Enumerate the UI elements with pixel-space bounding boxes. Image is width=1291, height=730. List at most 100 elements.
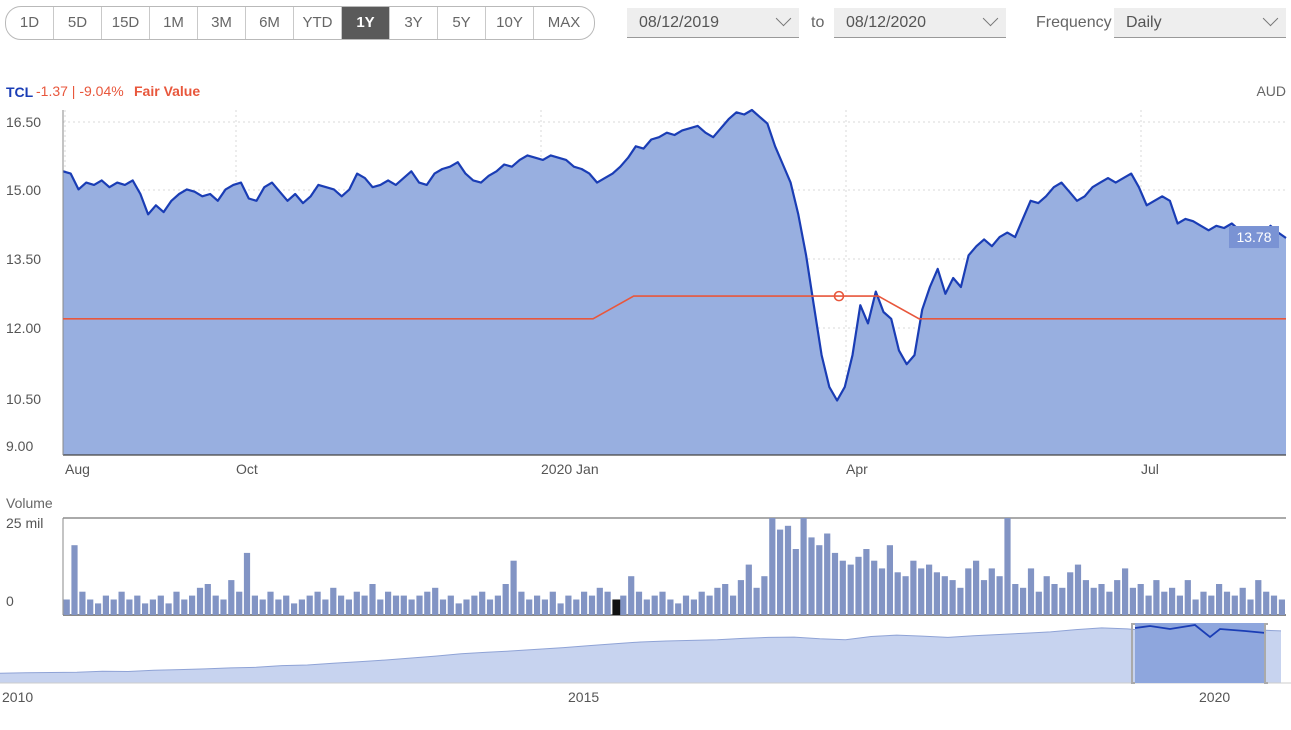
volume-bar [918, 568, 925, 615]
volume-bar [549, 591, 556, 615]
volume-bar [63, 599, 70, 615]
volume-bar [620, 595, 627, 615]
range-button-6m[interactable]: 6M [246, 7, 294, 39]
volume-bar [824, 533, 831, 615]
y-tick-label: 10.50 [6, 391, 41, 407]
volume-bar [165, 603, 172, 615]
navigator-handle[interactable] [1264, 623, 1268, 684]
price-area [62, 108, 1287, 456]
volume-bar [353, 591, 360, 615]
volume-bar [95, 603, 102, 615]
volume-bar [361, 595, 368, 615]
volume-bar [730, 595, 737, 615]
volume-bar [659, 591, 666, 615]
x-tick-label: 2020 Jan [541, 461, 599, 477]
price-line [62, 108, 1287, 402]
date-from-select[interactable]: 08/12/2019 [627, 8, 799, 38]
range-button-15d[interactable]: 15D [102, 7, 150, 39]
volume-bar [1027, 568, 1035, 615]
range-button-1d[interactable]: 1D [6, 7, 54, 39]
volume-bar [71, 545, 78, 615]
range-button-max[interactable]: MAX [547, 14, 581, 31]
volume-bar [949, 580, 956, 615]
range-button-5y[interactable]: 5Y [438, 7, 486, 39]
volume-bar [1020, 587, 1027, 615]
volume-bar [283, 595, 290, 615]
volume-bar [236, 591, 243, 615]
volume-bar [635, 591, 643, 615]
range-button-1y[interactable]: 1Y [342, 7, 390, 39]
volume-bar [761, 576, 768, 615]
volume-bar [479, 591, 486, 615]
fair-value-line [63, 295, 1286, 320]
volume-bar [510, 560, 517, 615]
range-button-1m[interactable]: 1M [150, 7, 198, 39]
date-from-value: 08/12/2019 [639, 14, 720, 31]
volume-bar [267, 591, 274, 615]
volume-bar [1223, 591, 1231, 615]
volume-tick-label: 0 [6, 593, 14, 609]
range-button-5d[interactable]: 5D [54, 7, 102, 39]
volume-bar [463, 599, 470, 615]
volume-bar [1067, 572, 1074, 615]
volume-bar [228, 580, 235, 615]
volume-bar [212, 595, 219, 615]
frequency-select[interactable]: Daily [1114, 8, 1286, 38]
range-button-ytd[interactable]: YTD [294, 7, 342, 39]
range-button-3y[interactable]: 3Y [390, 7, 438, 39]
volume-bar [291, 603, 298, 615]
volume-bar [1051, 584, 1058, 615]
volume-bar [588, 595, 596, 615]
volume-bars [62, 517, 1286, 616]
volume-bar [1263, 591, 1270, 615]
volume-bar [878, 568, 886, 615]
volume-bar [573, 599, 580, 615]
volume-bar [400, 595, 407, 615]
volume-bar [1059, 587, 1066, 615]
navigator[interactable] [0, 623, 1291, 684]
navigator-tick-label: 2020 [1199, 689, 1230, 705]
volume-bar [134, 595, 141, 615]
volume-bar [345, 599, 352, 615]
volume-bar [502, 584, 509, 615]
volume-bar [1169, 587, 1176, 615]
volume-bar [455, 603, 462, 615]
price-chart[interactable]: TCL -1.37 | -9.04% Fair Value AUD Volume… [0, 44, 1291, 730]
volume-bar [1270, 595, 1278, 615]
last-price-label: 13.78 [1236, 229, 1271, 245]
price-area-fill [63, 110, 1286, 455]
legend-change: -1.37 | -9.04% [36, 83, 124, 99]
navigator-selected-range[interactable] [1135, 623, 1266, 683]
chevron-down-icon [1262, 10, 1279, 27]
volume-bar [1098, 584, 1105, 615]
y-tick-label: 9.00 [6, 438, 33, 454]
volume-bar [682, 595, 690, 615]
volume-bar [149, 599, 156, 615]
volume-bar [792, 549, 799, 615]
volume-bar [526, 599, 533, 615]
date-to-select[interactable]: 08/12/2020 [834, 8, 1006, 38]
volume-bar [486, 599, 494, 615]
volume-bar [1012, 584, 1019, 615]
volume-bar [447, 595, 454, 615]
volume-bar [439, 599, 447, 615]
volume-bar [220, 599, 227, 615]
volume-bar [330, 587, 337, 615]
volume-bar [322, 599, 329, 615]
range-button-3m[interactable]: 3M [198, 7, 246, 39]
volume-bar [831, 552, 839, 615]
range-selector: 1D 5D 15D 1M 3M 6M YTD 1Y 3Y 5Y 10Y MAX [5, 6, 595, 40]
x-tick-label: Aug [65, 461, 90, 477]
volume-bar [1278, 599, 1285, 615]
volume-bar [243, 552, 251, 615]
volume-bar [142, 603, 149, 615]
volume-bar [126, 599, 133, 615]
range-button-10y[interactable]: 10Y [486, 7, 534, 39]
volume-bar [1090, 587, 1097, 615]
volume-bar [338, 595, 345, 615]
volume-bar [1082, 580, 1089, 615]
navigator-handle[interactable] [1131, 623, 1135, 684]
volume-bar [79, 591, 86, 615]
volume-bar [275, 599, 282, 615]
volume-bar [157, 595, 164, 615]
